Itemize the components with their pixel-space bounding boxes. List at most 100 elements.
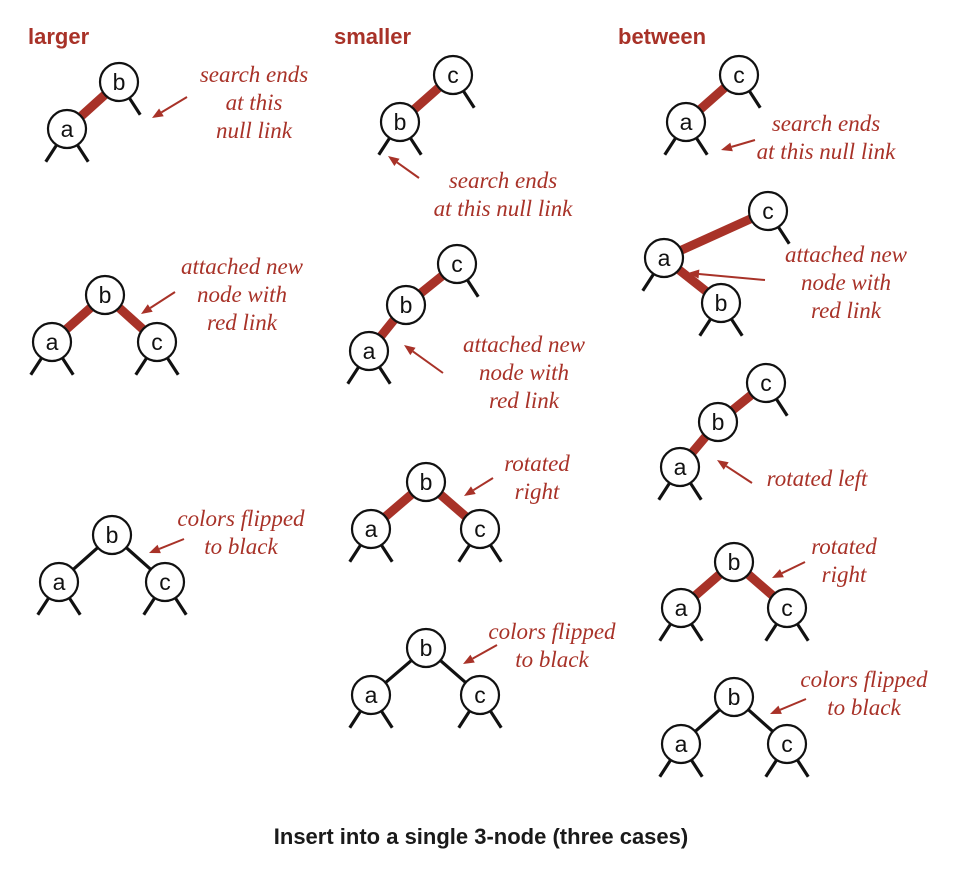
smaller-step-2-node-b-circle bbox=[385, 284, 427, 326]
smaller-step-3-null-link-c-right bbox=[489, 544, 503, 563]
between-step-1-null-link-c-right bbox=[748, 90, 762, 109]
between-step-1-arrow-head bbox=[721, 142, 733, 152]
between-step-2-node-a-label: a bbox=[658, 245, 671, 271]
between-step-2-node-c-label: c bbox=[762, 198, 774, 224]
smaller-step-3-null-link-a-right bbox=[380, 544, 394, 563]
smaller-step-1-node-c: c bbox=[432, 54, 474, 96]
larger-step-3-node-c: c bbox=[144, 561, 186, 603]
figure-caption: Insert into a single 3-node (three cases… bbox=[274, 824, 688, 849]
smaller-step-1-node-c-circle bbox=[432, 54, 474, 96]
between-step-4-node-b-circle bbox=[713, 541, 755, 583]
between-step-5-node-a: a bbox=[660, 723, 702, 765]
between-step-1-node-c-label: c bbox=[733, 62, 745, 88]
smaller-step-4-arrow-shaft bbox=[472, 644, 498, 660]
larger-step-3-arrow bbox=[149, 538, 185, 554]
smaller-step-3-node-b-label: b bbox=[420, 469, 433, 495]
smaller-step-4-black-link-b-c bbox=[439, 659, 467, 684]
larger-step-1-note-line-2: at this bbox=[226, 90, 283, 115]
between-step-3-node-b-circle bbox=[697, 401, 739, 443]
between-step-5-node-c: c bbox=[766, 723, 808, 765]
between-step-3-red-link-b-a bbox=[688, 433, 710, 456]
between-step-5-node-a-circle bbox=[660, 723, 702, 765]
smaller-step-3-node-c-circle bbox=[459, 508, 501, 550]
smaller-step-2-node-b: b bbox=[385, 284, 427, 326]
between-step-4-arrow bbox=[772, 561, 806, 578]
between-step-1-node-c-circle bbox=[718, 54, 760, 96]
between-step-4-arrow-head bbox=[772, 569, 784, 578]
smaller-step-4-node-c-label: c bbox=[474, 682, 486, 708]
larger-step-1-null-link-a-right bbox=[76, 144, 90, 163]
larger-step-2-arrow bbox=[141, 291, 176, 314]
between-step-4-null-link-a-right bbox=[690, 623, 704, 642]
larger-step-2-note-line-2: node with bbox=[197, 282, 287, 307]
between-step-1-red-link-c-a bbox=[697, 84, 728, 113]
between-step-4-node-a: a bbox=[660, 587, 702, 629]
smaller-step-1-node-c-label: c bbox=[447, 62, 459, 88]
between-step-1-note-line-1: search ends bbox=[772, 111, 880, 136]
column-heading-between: between bbox=[618, 24, 706, 49]
smaller-step-4-node-a-label: a bbox=[365, 682, 378, 708]
smaller-step-2-note-line-2: node with bbox=[479, 360, 569, 385]
between-step-5-node-b-circle bbox=[713, 676, 755, 718]
larger-step-1-node-b: b bbox=[98, 61, 140, 103]
between-step-2-red-link-a-c bbox=[679, 214, 753, 255]
smaller-step-1-arrow-shaft bbox=[396, 161, 420, 179]
larger-step-1-node-a-label: a bbox=[61, 116, 74, 142]
smaller-step-3-red-link-b-a bbox=[382, 490, 415, 521]
smaller-step-1-node-b-circle bbox=[379, 101, 421, 143]
smaller-step-4-node-c: c bbox=[459, 674, 501, 716]
column-heading-smaller: smaller bbox=[334, 24, 411, 49]
larger-step-1-node-a: a bbox=[46, 108, 88, 150]
larger-step-1-arrow-head bbox=[152, 108, 164, 118]
larger-step-3-null-link-c-right bbox=[174, 597, 188, 616]
between-step-4-red-link-b-c bbox=[745, 571, 776, 599]
between-step-3-node-a-circle bbox=[659, 446, 701, 488]
smaller-step-1-node-b-label: b bbox=[394, 109, 407, 135]
smaller-step-2-arrow bbox=[404, 345, 444, 374]
smaller-step-2-node-c: c bbox=[436, 243, 478, 285]
smaller-step-1-node-b: b bbox=[379, 101, 421, 143]
smaller-step-2-arrow-head bbox=[404, 345, 416, 356]
between-step-5-arrow bbox=[770, 698, 807, 714]
between-step-4-node-b-label: b bbox=[728, 549, 741, 575]
larger-step-2-arrow-shaft bbox=[149, 291, 176, 309]
smaller-step-4-note-line-1: colors flipped bbox=[488, 619, 616, 644]
between-step-2-null-link-b-left bbox=[698, 318, 712, 337]
between-step-5-note-line-2: to black bbox=[827, 695, 901, 720]
between-step-3-note-line-1: rotated left bbox=[767, 466, 868, 491]
smaller-step-1-arrow-head bbox=[388, 156, 400, 167]
smaller-step-1-arrow bbox=[388, 156, 420, 179]
larger-step-1-null-link-a-left bbox=[44, 144, 58, 163]
smaller-step-2-red-link-b-a bbox=[377, 316, 398, 340]
between-step-2-node-c: c bbox=[747, 190, 789, 232]
larger-step-1-note-line-3: null link bbox=[216, 118, 293, 143]
larger-step-3-node-b: b bbox=[91, 514, 133, 556]
larger-step-2-node-c-label: c bbox=[151, 329, 163, 355]
larger-step-2-node-b: b bbox=[84, 274, 126, 316]
between-step-4-arrow-shaft bbox=[781, 561, 806, 575]
larger-step-2-node-c-circle bbox=[136, 321, 178, 363]
smaller-step-4-node-b: b bbox=[405, 627, 447, 669]
between-step-3-node-a: a bbox=[659, 446, 701, 488]
larger-step-1-note-line-1: search ends bbox=[200, 62, 308, 87]
between-step-2-arrow bbox=[688, 269, 766, 281]
between-step-2-null-link-a-left bbox=[641, 273, 655, 292]
larger-step-3-null-link-a-left bbox=[36, 597, 50, 616]
larger-step-3-black-link-b-a bbox=[72, 546, 99, 571]
smaller-step-2-node-a-circle bbox=[348, 330, 390, 372]
between-step-4-node-a-circle bbox=[660, 587, 702, 629]
between-step-3-node-c-circle bbox=[745, 362, 787, 404]
smaller-step-2-arrow-shaft bbox=[412, 350, 444, 374]
smaller-step-3-note-line-2: right bbox=[515, 479, 560, 504]
between-step-4-node-c: c bbox=[766, 587, 808, 629]
larger-step-3-arrow-shaft bbox=[158, 538, 185, 550]
larger-step-2-arrow-head bbox=[141, 304, 153, 314]
smaller-step-4-arrow bbox=[463, 644, 498, 664]
larger-step-1-null-link-b-right bbox=[128, 97, 142, 116]
between-step-3-node-c-label: c bbox=[760, 370, 772, 396]
smaller-step-1-null-link-c-right bbox=[462, 90, 476, 109]
between-step-2-note-line-2: node with bbox=[801, 270, 891, 295]
between-step-5-null-link-c-left bbox=[764, 759, 778, 778]
between-step-2-red-link-a-b bbox=[676, 266, 709, 295]
smaller-step-2-note-line-3: red link bbox=[489, 388, 560, 413]
